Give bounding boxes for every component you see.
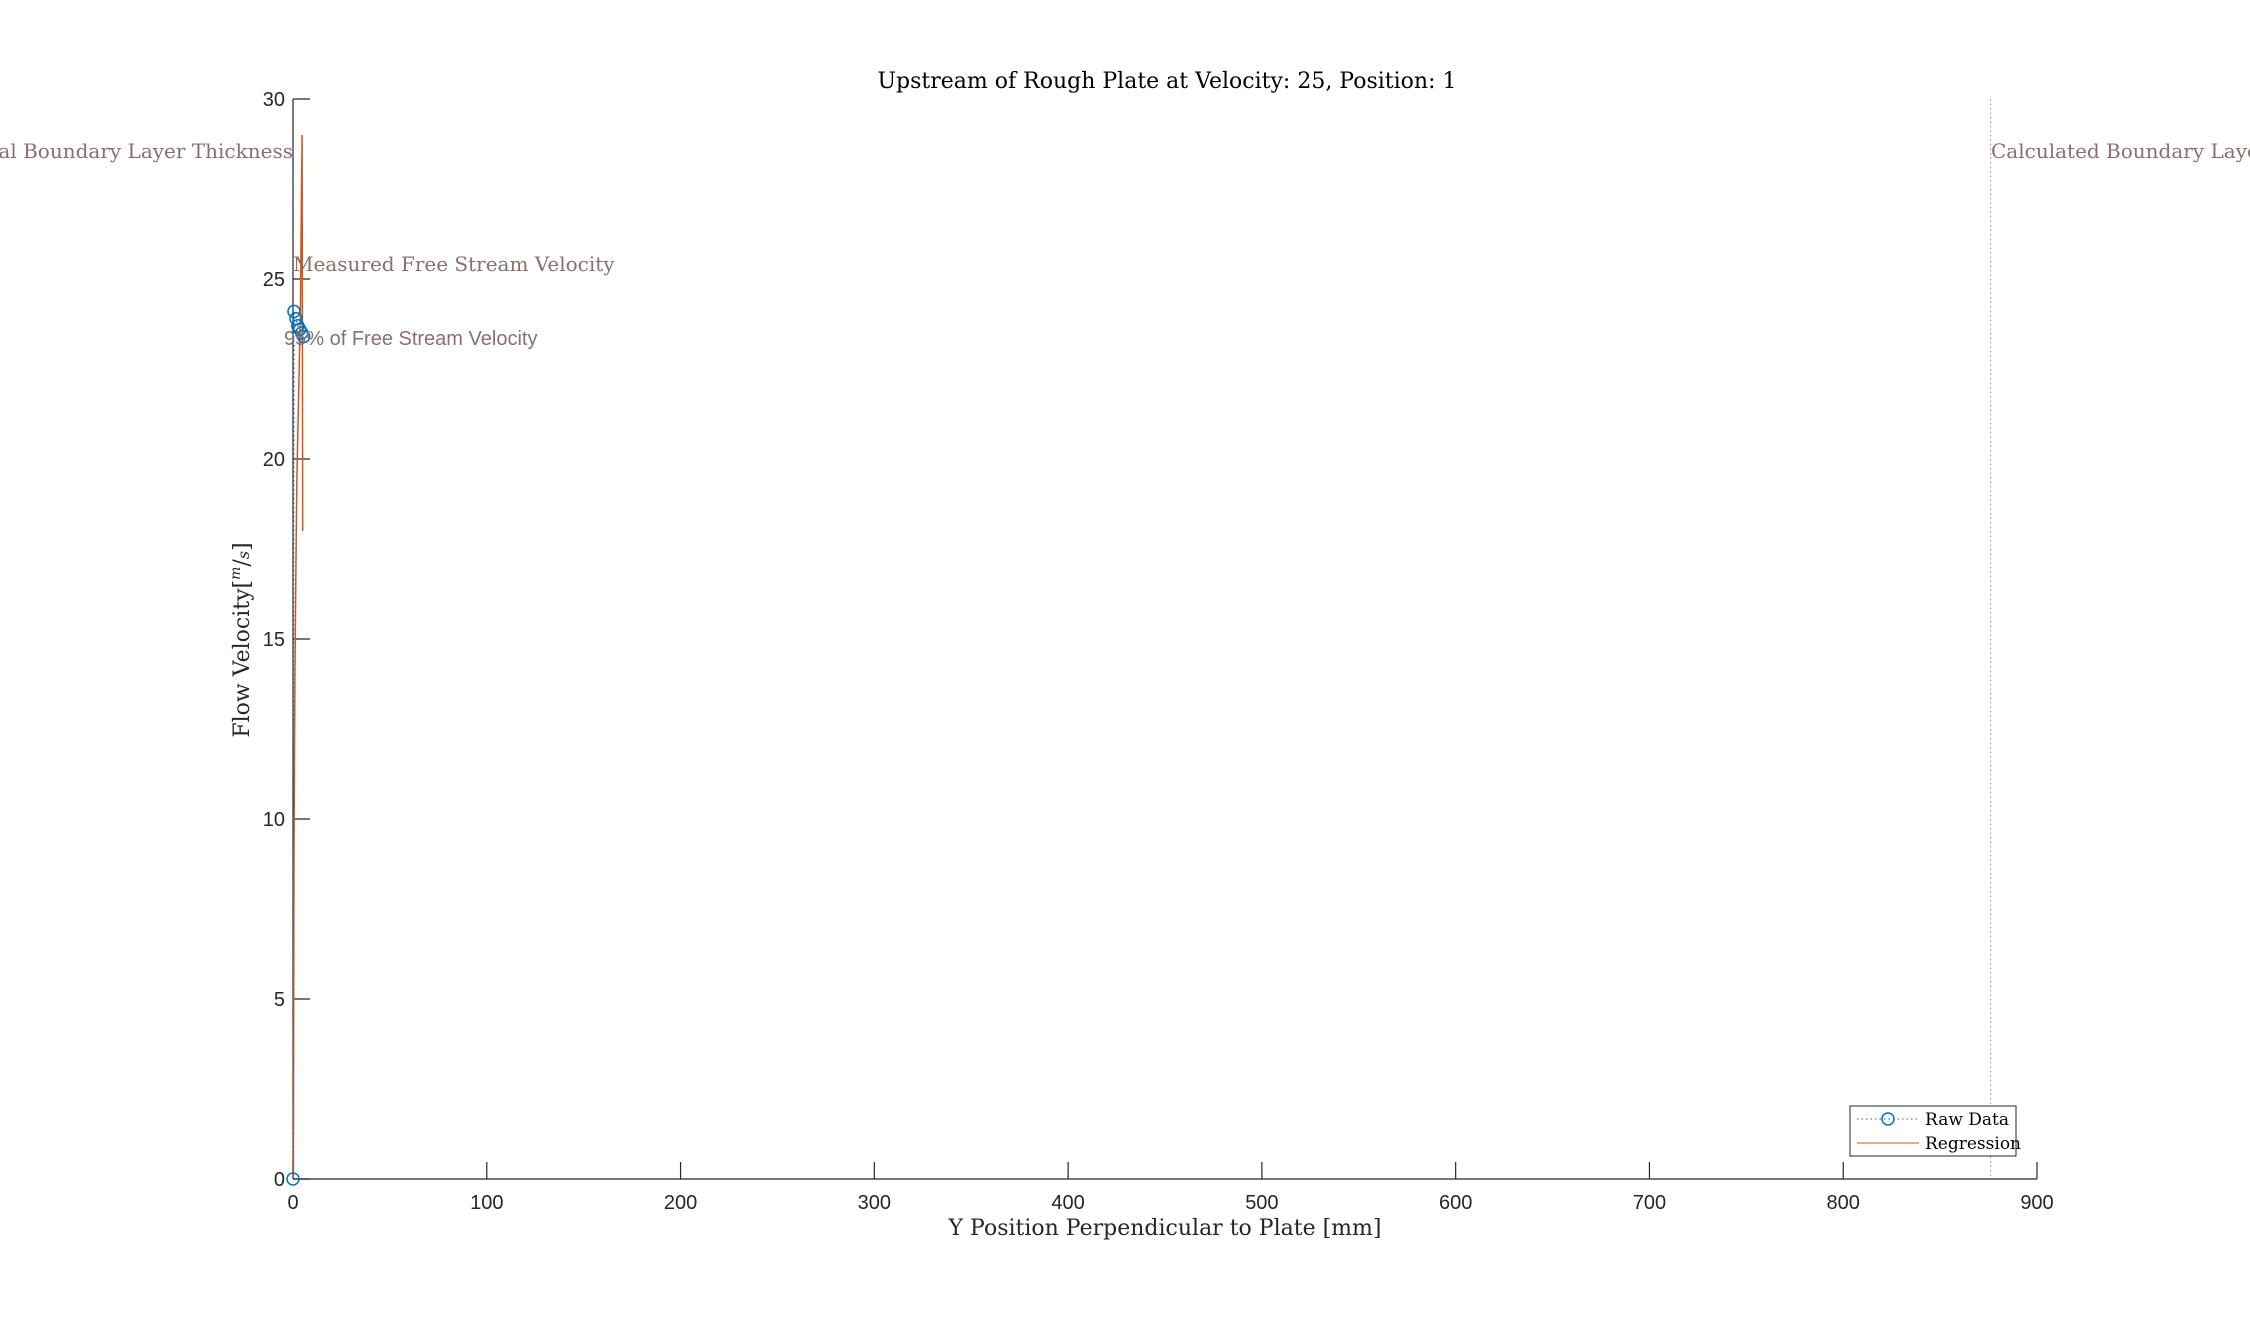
- legend-raw-data-marker: [1881, 1112, 1895, 1126]
- raw-data-line: [292, 311, 305, 1180]
- y-tick-label: 20: [263, 449, 285, 471]
- y-ticks: 0 5 10 15 20 25 30: [263, 89, 310, 1191]
- y-tick-label: 30: [263, 89, 285, 111]
- y-tick-label: 0: [274, 1169, 285, 1191]
- y-tick-label: 5: [274, 989, 285, 1011]
- annotation-measured-free-stream: Measured Free Stream Velocity: [293, 252, 615, 276]
- x-tick-label: 700: [1633, 1192, 1666, 1214]
- x-tick-label: 500: [1245, 1192, 1278, 1214]
- x-tick-label: 600: [1439, 1192, 1472, 1214]
- y-tick-label: 25: [263, 269, 285, 291]
- raw-data-point: [287, 304, 301, 319]
- x-axis-label: Y Position Perpendicular to Plate [mm]: [948, 1216, 1382, 1241]
- x-ticks: 0 100 200 300 400 500 600 700 800 900: [287, 1162, 2054, 1214]
- y-tick-label: 10: [263, 809, 285, 831]
- legend-regression-label: Regression: [1925, 1134, 2021, 1154]
- x-tick-label: 900: [2020, 1192, 2053, 1214]
- regression-line: [292, 134, 304, 1180]
- x-tick-label: 100: [470, 1192, 503, 1214]
- raw-data-point: [286, 1172, 300, 1186]
- legend-raw-data-label: Raw Data: [1925, 1110, 2009, 1130]
- annotation-95-percent-free-stream: 95% of Free Stream Velocity: [284, 328, 537, 350]
- raw-data-point: [296, 329, 311, 344]
- x-tick-label: 200: [664, 1192, 697, 1214]
- y-axis-label: Flow Velocity[m/s]: [228, 542, 255, 737]
- series-layer: [286, 134, 311, 1186]
- annotation-theoretical-thickness: Theoretical Boundary Layer Thickness: [0, 139, 293, 163]
- y-tick-label: 15: [263, 629, 285, 651]
- x-tick-label: 400: [1051, 1192, 1084, 1214]
- legend-box: [1849, 1105, 2017, 1157]
- chart-title: Upstream of Rough Plate at Velocity: 25,…: [878, 69, 1457, 94]
- x-tick-label: 300: [858, 1192, 891, 1214]
- x-tick-label: 0: [287, 1192, 298, 1214]
- annotation-calculated-thickness: Calculated Boundary Layer Thickness: [1991, 139, 2250, 163]
- x-tick-label: 800: [1827, 1192, 1860, 1214]
- legend: Raw Data Regression: [1849, 1105, 2021, 1157]
